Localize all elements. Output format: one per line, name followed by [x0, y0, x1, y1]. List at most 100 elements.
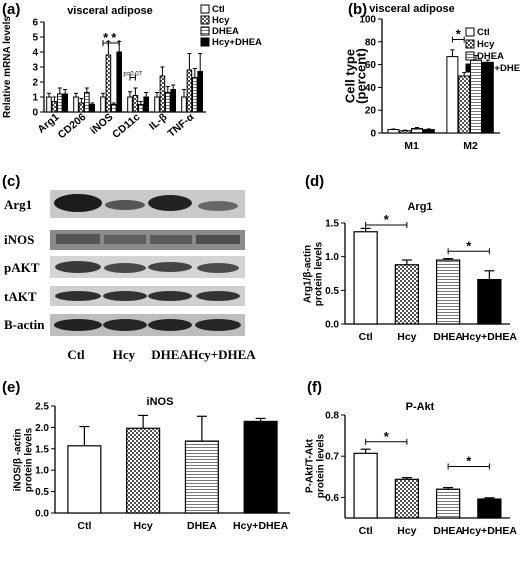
x-tick-label: CD11c [110, 111, 142, 141]
legend-a-swatch-hcydhea [200, 37, 210, 47]
y-axis-label: (percent) [354, 48, 369, 104]
x-tick-label: Ctl [359, 525, 373, 537]
panel-label-f: (f) [307, 379, 322, 396]
chart-b: 0 20 40 60 80 100 Cell type(percent) M1 M2 * [343, 15, 500, 152]
blot-band-inos-dhea [150, 235, 192, 244]
y-tick-label: 2 [32, 78, 38, 89]
bar-d-Hcy+DHEA [477, 278, 502, 325]
bar-a-TNF-α-Ctl [181, 96, 187, 113]
x-tick-label: Hcy+DHEA [462, 525, 518, 537]
charts-layer: 0 1 2 3 4 5 6 Relative mRNA levels Arg1 CD206 iNOS… [2, 15, 517, 538]
panel-label-b: (b) [348, 1, 367, 18]
blot-band-pakt-hcydhea [197, 263, 239, 273]
y-axis-label: protein levels [316, 433, 327, 498]
panel-title-e: iNOS [147, 396, 174, 408]
blot-band-arg1-hcy [105, 200, 145, 210]
y-tick-label: 3 [32, 63, 38, 74]
bar-b-M1-DHEA [411, 127, 423, 134]
panel-label-e: (e) [2, 379, 20, 396]
bar-a-CD206-DHEA [84, 92, 90, 113]
legend-b-label-hcy: Hcy [477, 39, 495, 50]
blot-band-takt-ctl [55, 291, 101, 301]
blot-row-label-inos: iNOS [4, 232, 34, 247]
blot-band-pakt-ctl [55, 261, 101, 273]
blot-band-arg1-dhea [148, 195, 192, 211]
blot-lane-label-hcy: Hcy [113, 347, 136, 362]
blot-strip-bactin [50, 314, 245, 336]
blot-lane-label-ctl: Ctl [67, 347, 85, 362]
y-tick-label: 2.5 [35, 402, 49, 413]
legend-a-label-dhea: DHEA [212, 26, 239, 37]
y-axis-label: protein levels [314, 241, 325, 306]
bar-a-iNOS-Hcy [105, 54, 112, 113]
blot-strip-takt [50, 286, 245, 306]
bar-a-iNOS-Hcy+DHEA [116, 51, 123, 113]
bar-a-iNOS-Ctl [100, 96, 106, 113]
significance-label: * [466, 454, 472, 469]
bar-b-M2-Hcy+DHEA [481, 61, 494, 134]
bar-a-Arg1-DHEA [57, 93, 63, 113]
bar-a-CD206-Ctl [73, 96, 79, 113]
y-axis-label: P-Akt/T-Akt [305, 438, 316, 493]
bar-a-TNF-α-DHEA [192, 77, 198, 113]
bar-e-DHEA [184, 440, 219, 514]
y-tick-label: 0.5 [35, 487, 49, 498]
y-tick-label: 0 [370, 129, 376, 140]
panel-title-b: visceral adipose [369, 3, 455, 15]
y-tick-label: 0 [32, 108, 38, 119]
significance-label: * [384, 212, 390, 227]
x-tick-label: Hcy [397, 525, 416, 537]
significance-label: p=0.07 [123, 72, 142, 78]
legend-a-swatch-hcy [200, 15, 210, 25]
chart-e: 0.0 0.5 1.0 1.5 2.0 2.5 iNOS/β -actin protein l… [13, 402, 290, 532]
x-tick-label: M1 [404, 140, 419, 152]
y-tick-label: 2.0 [35, 423, 49, 434]
x-tick-label: DHEA [433, 525, 463, 537]
blot-band-pakt-hcy [104, 263, 146, 273]
bar-f-Ctl [353, 452, 378, 519]
legend-a-label-hcy: Hcy [212, 15, 230, 26]
y-tick-label: 1 [32, 93, 38, 104]
legend-a-label-ctl: Ctl [212, 4, 225, 15]
chart-f: 0.6 0.7 0.8 P-Akt/T-Akt protein levels Ctl Hcy… [305, 411, 518, 538]
significance-label: * [111, 30, 117, 45]
bar-a-iNOS-DHEA [111, 104, 117, 113]
y-tick-label: 1.5 [35, 444, 49, 455]
blot-band-inos-hcy [104, 235, 146, 244]
blot-band-bactin-hcy [103, 319, 147, 331]
y-tick-label: 1.0 [325, 252, 339, 263]
bar-a-CD11c-Hcy+DHEA [143, 96, 149, 113]
x-tick-label: M2 [463, 140, 478, 152]
bar-a-TNF-α-Hcy+DHEA [197, 71, 203, 113]
y-tick-label: 20 [365, 106, 377, 117]
y-tick-label: 6 [32, 18, 38, 29]
blot-lane-label-dhea: DHEA [151, 347, 189, 362]
legend-b-swatch-hcy [465, 39, 475, 49]
bar-d-Hcy [394, 264, 420, 325]
bar-f-Hcy+DHEA [477, 498, 502, 519]
blot-band-bactin-ctl [54, 319, 102, 331]
y-tick-label: 0.7 [325, 452, 339, 463]
bar-b-M1-Ctl [387, 129, 400, 134]
blot-band-arg1-hcydhea [198, 201, 238, 211]
significance-label: * [384, 429, 390, 444]
y-tick-label: 1.5 [325, 219, 339, 230]
y-tick-label: 4 [32, 48, 38, 59]
y-axis-label: iNOS/β -actin [13, 429, 24, 492]
bar-a-Arg1-Ctl [46, 96, 52, 113]
blot-strip-pakt [50, 256, 245, 278]
blot-band-takt-dhea [148, 291, 192, 301]
bar-a-IL-β-DHEA [165, 92, 171, 113]
significance-label: * [456, 27, 462, 42]
y-axis-label: protein levels [24, 427, 35, 492]
western-blot: Arg1 iNOS pAKT tAKT B-actin [4, 190, 256, 362]
x-tick-label: Hcy+DHEA [233, 520, 289, 532]
x-tick-label: Hcy [397, 331, 416, 343]
legend-a-swatch-ctl [200, 4, 210, 14]
y-tick-label: 0.0 [35, 509, 49, 520]
blot-row-label-arg1: Arg1 [4, 197, 32, 212]
y-tick-label: 40 [365, 83, 377, 94]
blot-band-takt-hcydhea [196, 291, 240, 301]
bar-f-DHEA [435, 488, 461, 519]
bar-a-IL-β-Hcy+DHEA [170, 89, 176, 113]
